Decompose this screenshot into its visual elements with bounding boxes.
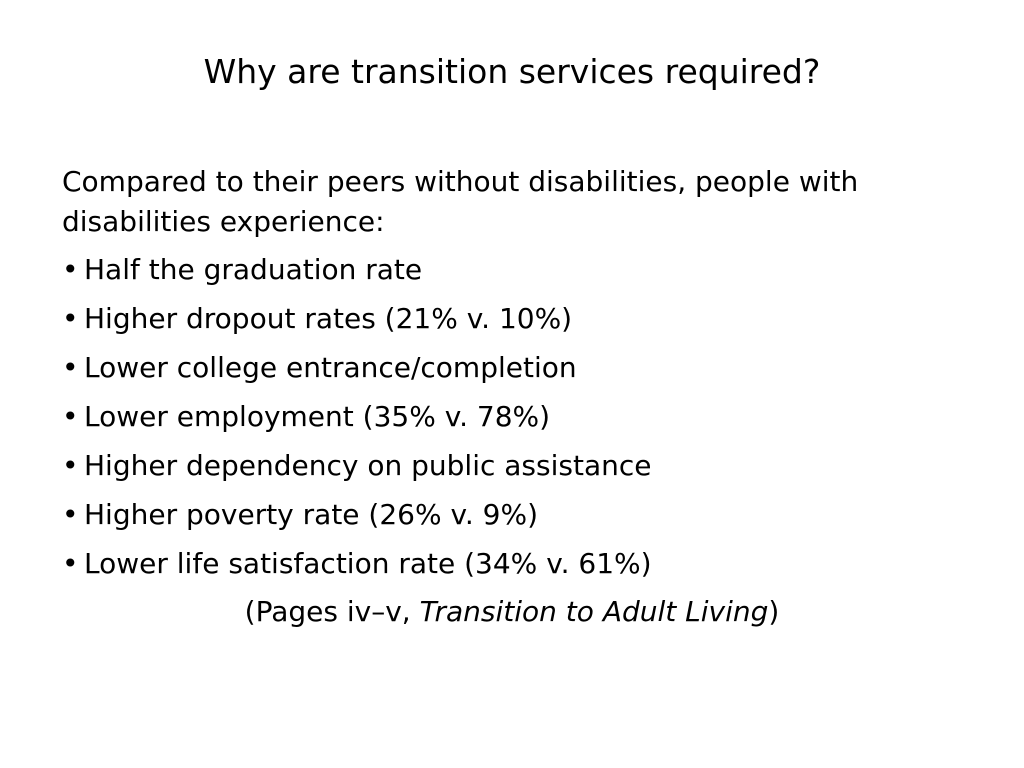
bullet-text: Higher poverty rate (26% v. 9%) xyxy=(84,498,539,531)
citation-prefix: (Pages iv–v, xyxy=(244,595,420,628)
bullet-icon: • xyxy=(62,253,79,286)
bullet-item-graduation: • Half the graduation rate xyxy=(62,250,962,290)
bullet-text: Lower college entrance/completion xyxy=(84,351,577,384)
bullet-item-public-assistance: • Higher dependency on public assistance xyxy=(62,446,962,486)
slide-title: Why are transition services required? xyxy=(203,52,821,91)
slide-body: Compared to their peers without disabili… xyxy=(62,162,962,593)
intro-text: Compared to their peers without disabili… xyxy=(62,165,859,238)
bullet-list: • Half the graduation rate • Higher dropou… xyxy=(62,250,962,584)
bullet-icon: • xyxy=(62,449,79,482)
citation-suffix: ) xyxy=(768,595,780,628)
bullet-icon: • xyxy=(62,547,79,580)
bullet-item-life-satisfaction: • Lower life satisfaction rate (34% v. 61… xyxy=(62,544,962,584)
bullet-item-college: • Lower college entrance/completion xyxy=(62,348,962,388)
bullet-icon: • xyxy=(62,351,79,384)
citation-source: Transition to Adult Living xyxy=(419,595,769,628)
bullet-text: Higher dropout rates (21% v. 10%) xyxy=(84,302,573,335)
citation: (Pages iv–v, Transition to Adult Living) xyxy=(0,592,1024,632)
bullet-item-dropout: • Higher dropout rates (21% v. 10%) xyxy=(62,299,962,339)
bullet-icon: • xyxy=(62,400,79,433)
bullet-icon: • xyxy=(62,498,79,531)
bullet-item-poverty: • Higher poverty rate (26% v. 9%) xyxy=(62,495,962,535)
bullet-item-employment: • Lower employment (35% v. 78%) xyxy=(62,397,962,437)
bullet-text: Lower life satisfaction rate (34% v. 61%… xyxy=(84,547,652,580)
bullet-text: Lower employment (35% v. 78%) xyxy=(84,400,551,433)
bullet-text: Higher dependency on public assistance xyxy=(84,449,652,482)
bullet-icon: • xyxy=(62,302,79,335)
bullet-text: Half the graduation rate xyxy=(84,253,423,286)
